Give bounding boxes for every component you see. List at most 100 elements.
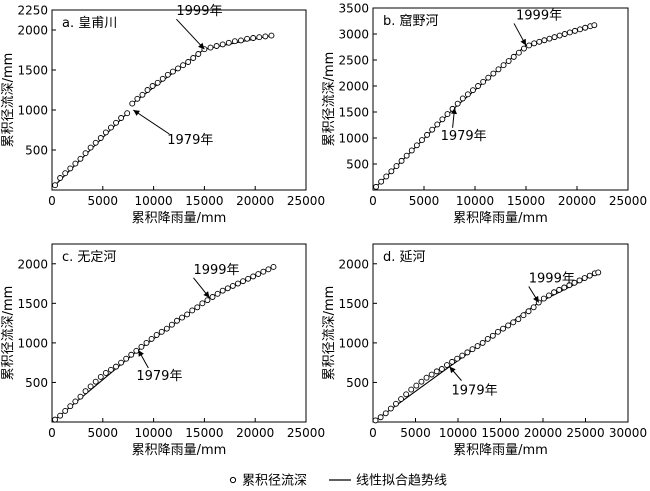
data-point — [413, 142, 420, 149]
data-point — [372, 417, 379, 424]
x-tick-label: 25000 — [566, 426, 604, 440]
data-point — [408, 147, 415, 154]
data-point — [240, 278, 246, 285]
plot-frame — [372, 7, 629, 191]
legend-marker-icon — [229, 476, 237, 484]
data-point — [144, 87, 151, 93]
data-point — [387, 405, 394, 412]
data-point — [72, 160, 79, 167]
data-point — [438, 366, 445, 372]
data-point — [480, 78, 487, 85]
data-point — [82, 150, 89, 157]
data-point — [62, 170, 69, 177]
chart-panel: 0 5000 10000 15000 20000 25000 500 1000 1500 2000… — [322, 2, 647, 227]
annotation-label: 1999年 — [193, 263, 239, 278]
data-point — [265, 266, 272, 273]
data-point — [234, 280, 241, 287]
annotation-arrow — [133, 109, 170, 135]
data-point — [408, 386, 415, 393]
data-point — [113, 119, 119, 126]
annotation-arrowhead — [533, 295, 539, 303]
data-point — [439, 116, 446, 123]
data-point — [582, 24, 589, 31]
x-tick-label: 10000 — [439, 426, 477, 440]
data-point — [97, 373, 104, 380]
data-point — [520, 312, 527, 319]
data-point — [489, 332, 496, 339]
y-tick-label: 2000 — [338, 80, 369, 94]
plot-frame — [51, 243, 307, 423]
data-point — [591, 22, 598, 29]
data-point — [139, 91, 146, 98]
data-point — [87, 383, 94, 390]
panel-title: a. 皇甫川 — [62, 16, 117, 31]
x-tick-label: 30000 — [609, 426, 647, 440]
data-point — [551, 289, 557, 296]
data-point — [551, 34, 558, 41]
x-tick-label: 5000 — [88, 426, 119, 440]
x-tick-label: 15000 — [185, 194, 223, 208]
data-point — [163, 325, 170, 332]
data-point — [388, 168, 395, 175]
data-point — [164, 71, 171, 78]
annotation-arrowhead — [520, 38, 526, 46]
data-point — [194, 304, 201, 311]
data-point — [52, 416, 58, 423]
data-point — [128, 351, 135, 358]
data-point — [52, 182, 58, 189]
y-tick-label: 1000 — [17, 104, 48, 118]
data-point — [484, 335, 491, 342]
data-point — [566, 29, 573, 36]
data-point — [505, 58, 512, 64]
data-point — [546, 35, 553, 42]
data-point — [500, 325, 506, 332]
data-point — [244, 35, 251, 42]
data-point — [433, 368, 440, 375]
data-point — [77, 155, 84, 162]
data-point — [377, 414, 384, 421]
data-point — [154, 79, 161, 86]
data-point — [153, 332, 160, 338]
data-point — [169, 68, 176, 75]
data-point — [260, 268, 267, 275]
x-tick-label: 25000 — [287, 194, 325, 208]
data-point — [92, 378, 99, 385]
data-point — [184, 311, 191, 318]
data-point — [576, 277, 583, 284]
data-point — [561, 284, 568, 291]
data-point — [57, 175, 64, 181]
panel-title: b. 窟野河 — [383, 13, 439, 29]
data-point — [378, 178, 385, 185]
data-point — [255, 271, 262, 278]
annotation-arrowhead — [203, 291, 210, 298]
data-point — [424, 131, 431, 138]
data-point — [174, 317, 180, 324]
data-point — [510, 53, 517, 60]
x-tick-label: 5000 — [409, 194, 440, 208]
data-point — [123, 355, 130, 362]
data-point — [556, 286, 563, 293]
data-point — [398, 157, 405, 164]
data-point — [475, 83, 482, 89]
data-point — [393, 400, 399, 407]
data-point — [67, 165, 74, 172]
data-point — [67, 403, 74, 410]
x-axis-title: 累积降雨量/mm — [453, 211, 548, 226]
data-point — [595, 269, 602, 276]
data-point — [536, 38, 543, 45]
data-point — [444, 111, 451, 118]
data-point — [382, 410, 389, 417]
chart-panels: 0 5000 10000 15000 20000 25000500100015002000… — [1, 2, 647, 459]
annotation-arrowhead — [138, 350, 144, 357]
y-tick-label: 1000 — [17, 336, 48, 350]
y-tick-label: 3000 — [338, 28, 369, 42]
x-tick-label: 15000 — [185, 426, 223, 440]
x-tick-label: 25000 — [287, 426, 325, 440]
y-tick-label: 1500 — [17, 64, 48, 78]
data-point — [485, 74, 492, 81]
data-point — [118, 115, 125, 121]
data-point — [168, 321, 175, 328]
data-point — [429, 126, 436, 133]
x-tick-label: 0 — [369, 194, 377, 208]
data-point — [561, 31, 568, 37]
